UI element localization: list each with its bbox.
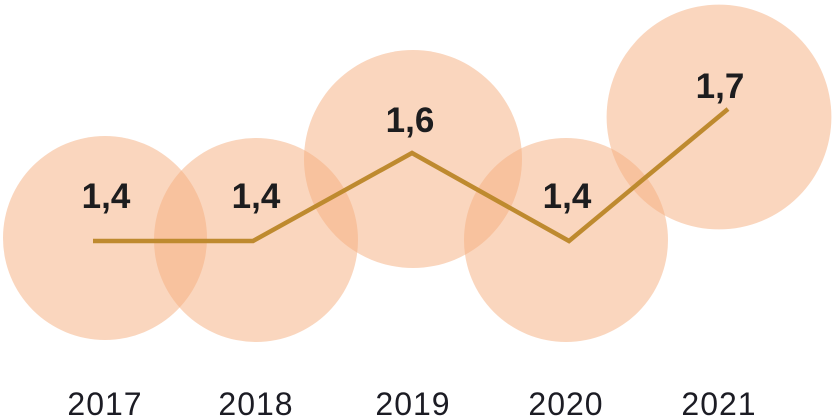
- x-axis-label-2018: 2018: [218, 386, 293, 420]
- value-label-2018: 1,4: [232, 177, 281, 216]
- value-label-2020: 1,4: [543, 177, 592, 216]
- value-label-2021: 1,7: [696, 67, 745, 106]
- x-axis-label-2021: 2021: [681, 386, 756, 420]
- trend-line: [93, 107, 730, 244]
- value-label-2017: 1,4: [82, 177, 131, 216]
- x-axis-label-2017: 2017: [67, 386, 142, 420]
- x-axis-label-2020: 2020: [528, 386, 603, 420]
- x-axis-label-2019: 2019: [375, 386, 450, 420]
- year-bubble-2019: [304, 50, 522, 268]
- value-label-2019: 1,6: [386, 101, 435, 140]
- year-bubble-2017: [3, 136, 207, 340]
